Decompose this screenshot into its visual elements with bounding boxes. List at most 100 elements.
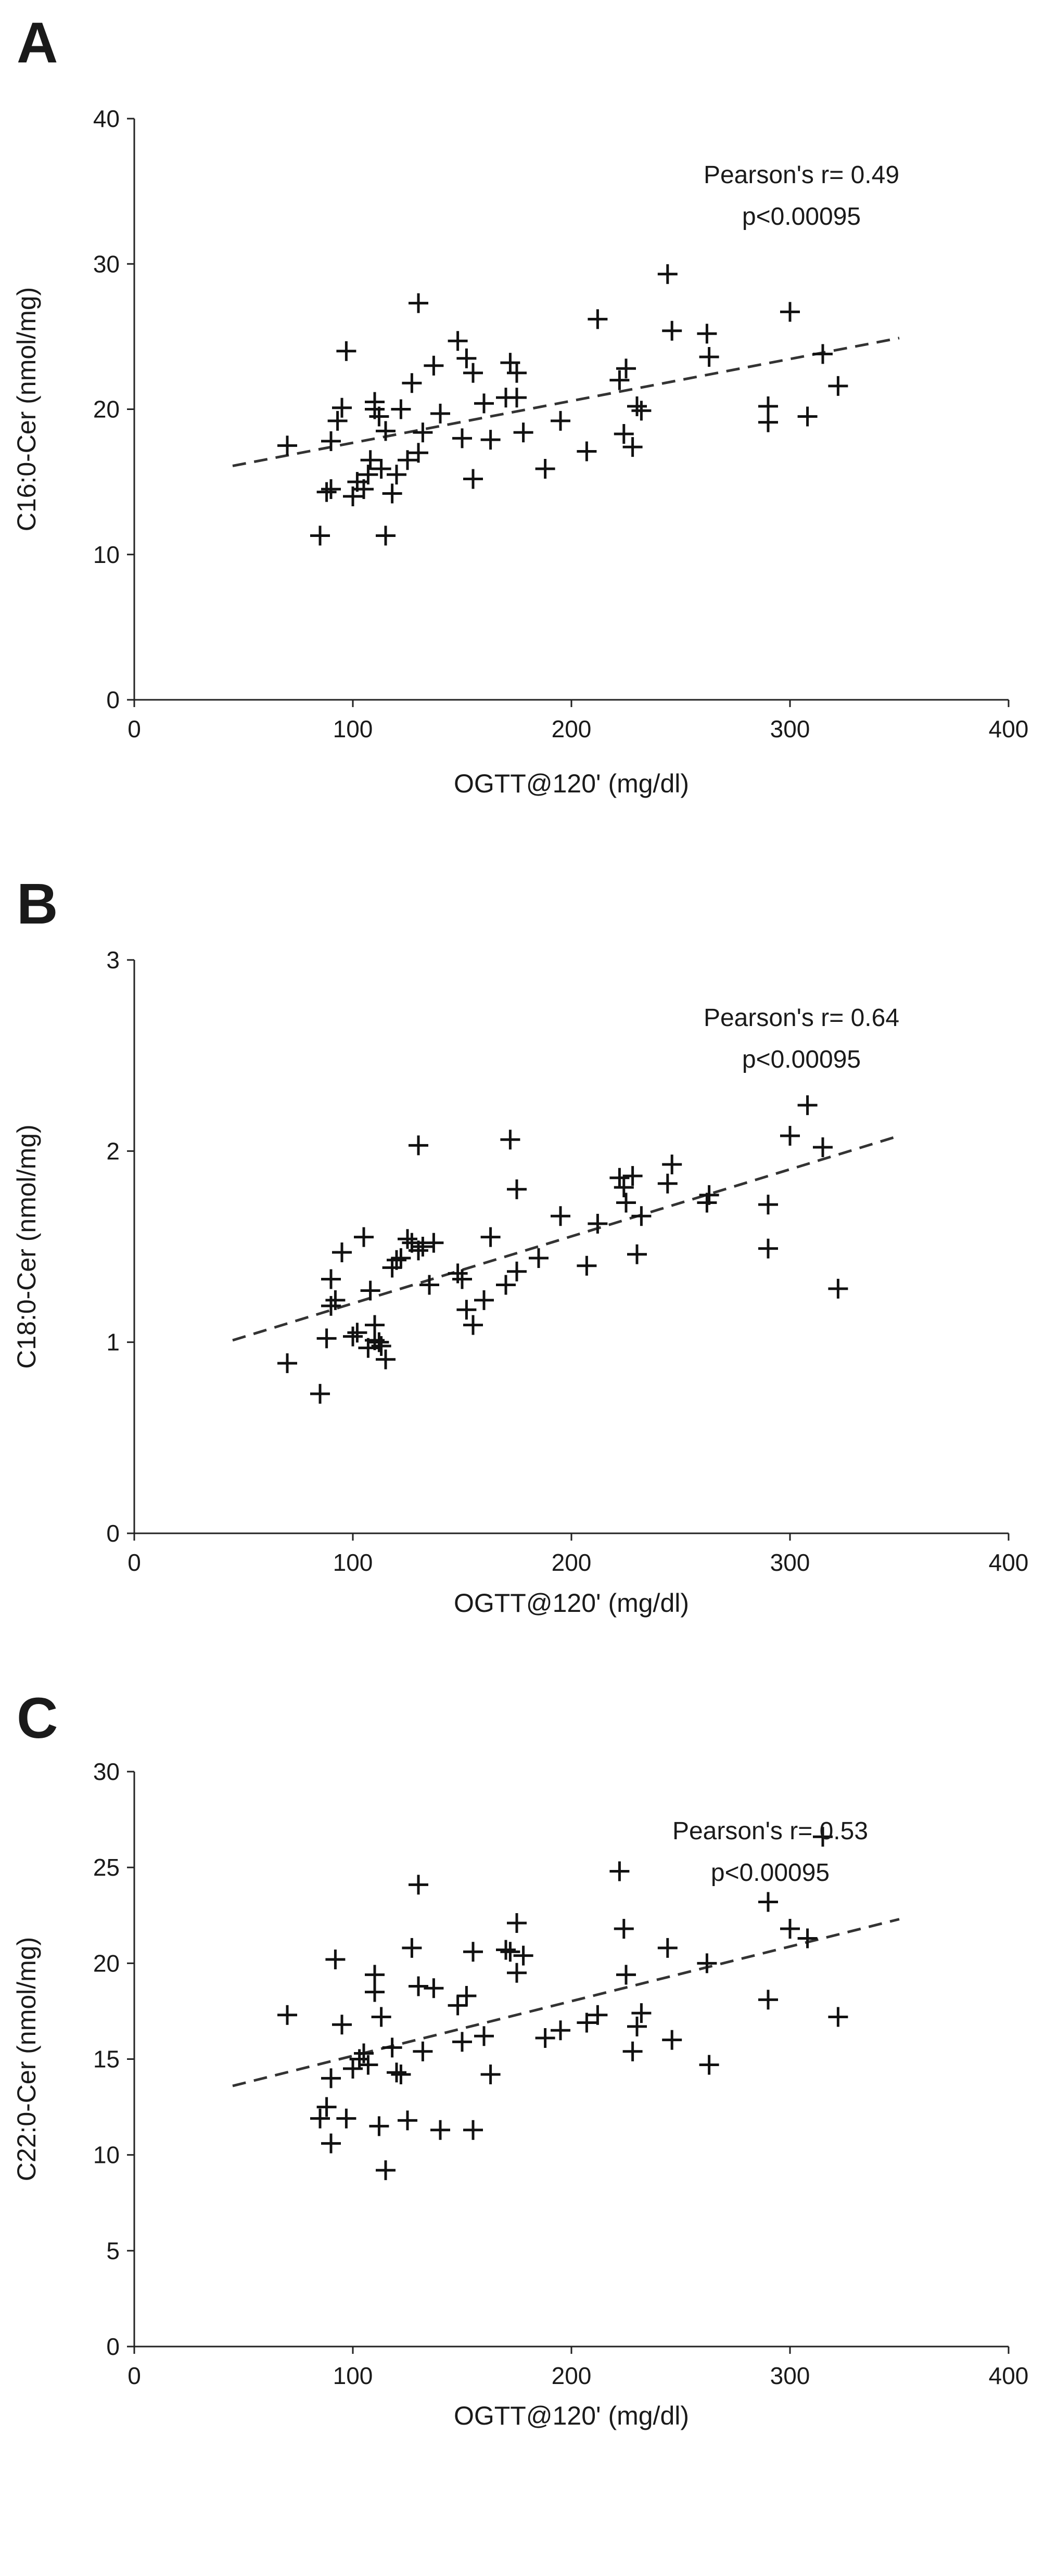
panel-a-data-point — [316, 482, 337, 502]
panel-b-data-point — [828, 1278, 848, 1299]
panel-b-annotation-line: p<0.00095 — [742, 1046, 861, 1073]
panel-b-data-point — [371, 1336, 391, 1356]
panel-a-data-point — [513, 422, 533, 443]
panel-a-data-point — [387, 465, 406, 485]
panel-b-data-point — [609, 1168, 630, 1188]
panel-c-data-point — [424, 1978, 444, 1998]
panel-a-data-point — [277, 435, 297, 456]
panel-c-data-point — [657, 1938, 678, 1958]
panel-c-x-tick-label: 0 — [128, 2362, 141, 2389]
panel-a-data-point — [456, 348, 477, 368]
panel-a-data-point — [463, 469, 483, 489]
panel-b-data-point — [758, 1195, 778, 1215]
panel-a-data-point — [409, 443, 428, 463]
panel-c-data-point — [662, 2030, 682, 2050]
panel-a-data-point — [424, 355, 444, 376]
panel-c-data-point — [797, 1928, 818, 1949]
panel-c-data-point — [507, 1913, 527, 1933]
panel-a-data-point — [376, 526, 396, 546]
panel-c-data-point — [614, 1919, 634, 1939]
panel-b-data-point — [813, 1137, 833, 1157]
panel-b-x-tick-label: 0 — [128, 1549, 141, 1576]
panel-c-data-point — [513, 1945, 533, 1966]
panel-b-y-tick-label: 1 — [106, 1329, 120, 1356]
panel-b-data-point — [376, 1349, 396, 1369]
panel-c-data-point — [332, 2015, 352, 2035]
panel-c-data-point — [456, 1985, 477, 2006]
panel-a-data-point — [507, 363, 527, 383]
panel-c-data-point — [463, 2120, 483, 2140]
panel-b-data-point — [347, 1323, 367, 1343]
panel-c-data-point — [496, 1940, 516, 1960]
panel-a-data-point — [382, 483, 402, 504]
panel-a-data-point — [327, 411, 348, 431]
panel-a-data-point — [699, 347, 719, 367]
panel-c-data-point — [758, 1892, 778, 1912]
panel-b-y-tick-label: 2 — [106, 1137, 120, 1164]
panel-b-data-point — [409, 1135, 428, 1156]
panel-b-data-point — [797, 1095, 818, 1116]
panel-a-data-point — [507, 388, 527, 408]
panel-c-data-point — [358, 2055, 378, 2075]
panel-b-x-tick-label: 100 — [333, 1549, 373, 1576]
panel-a-data-point — [657, 264, 678, 284]
panel-b-data-point — [413, 1237, 433, 1257]
panel-c-data-point — [371, 2007, 391, 2027]
panel-b-data-point — [758, 1238, 778, 1259]
panel-a-data-point — [697, 324, 717, 344]
panel-b-data-point — [474, 1290, 494, 1310]
panel-b-data-point — [496, 1275, 516, 1295]
panel-c-annotation-line: p<0.00095 — [711, 1859, 830, 1887]
panel-c-data-point — [507, 1963, 527, 1983]
panel-c-data-point — [697, 1953, 717, 1973]
panel-c-data-point — [321, 2133, 341, 2154]
panel-c-data-point — [402, 1938, 422, 1958]
panel-b-data-point — [631, 1206, 652, 1226]
panel-a-data-point — [365, 392, 385, 412]
panel-b-x-axis-title: OGTT@120' (mg/dl) — [454, 1588, 689, 1618]
panel-c-y-tick-label: 20 — [93, 1950, 120, 1977]
panel-b-x-tick-label: 400 — [989, 1549, 1029, 1576]
panel-a-x-tick-label: 100 — [333, 715, 373, 742]
panel-a-data-point — [343, 486, 363, 507]
panel-c-data-point — [398, 2110, 417, 2131]
panel-a-data-point — [622, 437, 643, 457]
panel-a-data-point — [577, 441, 597, 462]
panel-a-data-point — [336, 341, 356, 361]
panel-c-data-point — [448, 1995, 468, 2016]
panel-b: B 0 1 2 3 0 100 200 300 400 OGTT@120' (mg/dl) C18:0… — [12, 872, 1028, 1618]
panel-b-y-tick-label: 3 — [106, 946, 120, 973]
panel-b-y-axis-title: C18:0-Cer (nmol/mg) — [12, 1124, 41, 1369]
panel-a-data-point — [310, 526, 330, 546]
panel-b-data-point — [463, 1315, 483, 1335]
panel-b-data-point — [277, 1353, 297, 1374]
panel-b-data-point — [577, 1255, 597, 1276]
panel-c-data-point — [631, 2003, 652, 2023]
panel-c-data-point — [387, 2062, 406, 2083]
panel-c-x-tick-label: 100 — [333, 2362, 373, 2389]
panel-c-data-point — [480, 2064, 501, 2084]
panel-c-trendline — [232, 1918, 900, 2087]
panel-c-data-point — [474, 2026, 494, 2046]
panel-a-data-point — [358, 465, 378, 485]
panel-b-data-point — [316, 1328, 337, 1349]
panel-c-data-point — [699, 2055, 719, 2075]
panel-b-data-point — [507, 1179, 527, 1199]
panel-c-data-point — [382, 2037, 402, 2058]
panel-b-data-point — [325, 1290, 346, 1310]
panel-a-y-axis-title: C16:0-Cer (nmol/mg) — [12, 287, 41, 532]
panel-a-y-tick-label: 10 — [93, 541, 120, 568]
panel-b-data-point — [588, 1213, 608, 1234]
panel-c-data-point — [365, 1965, 385, 1985]
panel-c-y-tick-label: 10 — [93, 2142, 120, 2169]
panel-b-data-point — [369, 1332, 389, 1352]
panel-c-data-point — [622, 2041, 643, 2061]
panel-b-x-tick-label: 200 — [552, 1549, 592, 1576]
panel-b-data-point — [507, 1261, 527, 1281]
panel-c-y-tick-label: 30 — [93, 1758, 120, 1785]
panel-c-data-point — [828, 2007, 848, 2027]
panel-b-trendline — [232, 1134, 900, 1342]
panel-a-data-point — [480, 430, 501, 450]
panel-c-data-point — [316, 2097, 337, 2117]
